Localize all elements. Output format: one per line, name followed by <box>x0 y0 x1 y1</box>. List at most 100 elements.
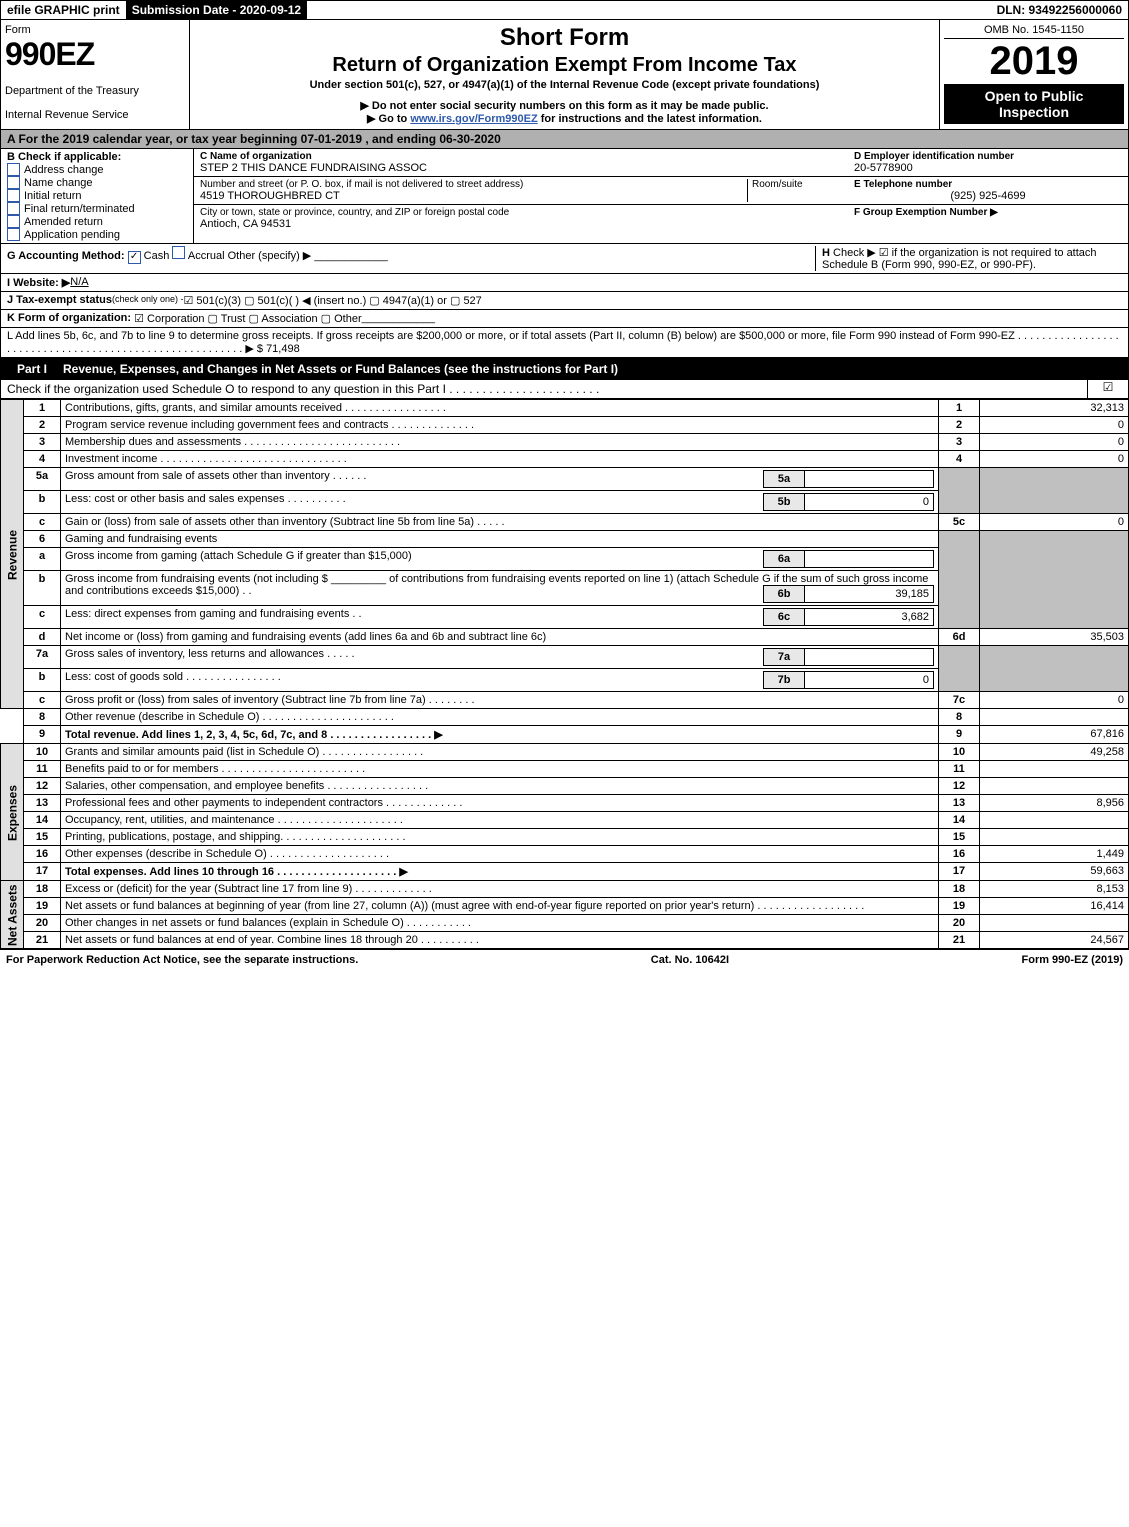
schedule-o-check-row: Check if the organization used Schedule … <box>0 380 1129 399</box>
open-inspection: Open to Public Inspection <box>944 84 1124 124</box>
street: 4519 THOROUGHBRED CT <box>200 190 747 202</box>
j-options: ☑ 501(c)(3) ▢ 501(c)( ) ◀ (insert no.) ▢… <box>183 294 481 307</box>
line-7c: cGross profit or (loss) from sales of in… <box>1 692 1129 709</box>
line-5a: 5a Gross amount from sale of assets othe… <box>1 468 1129 491</box>
h-text: Check ▶ ☑ if the organization is not req… <box>822 247 1097 271</box>
return-title: Return of Organization Exempt From Incom… <box>194 54 935 77</box>
line-15: 15Printing, publications, postage, and s… <box>1 829 1129 846</box>
org-name-label: C Name of organization <box>200 151 842 162</box>
line-14: 14Occupancy, rent, utilities, and mainte… <box>1 812 1129 829</box>
cb-application-pending[interactable]: Application pending <box>7 228 187 241</box>
goto-post: for instructions and the latest informat… <box>541 113 762 125</box>
row-i: I Website: ▶ N/A <box>0 274 1129 292</box>
cb-initial-return[interactable]: Initial return <box>7 189 187 202</box>
group-exemption-label: F Group Exemption Number ▶ <box>854 207 1122 218</box>
line-2: 2Program service revenue including gover… <box>1 417 1129 434</box>
line-13: 13Professional fees and other payments t… <box>1 795 1129 812</box>
line-3: 3Membership dues and assessments . . . .… <box>1 434 1129 451</box>
top-bar: efile GRAPHIC print Submission Date - 20… <box>0 0 1129 20</box>
line-20: 20Other changes in net assets or fund ba… <box>1 915 1129 932</box>
goto-link[interactable]: www.irs.gov/Form990EZ <box>410 113 537 125</box>
cb-cash[interactable] <box>128 251 141 264</box>
header-left: Form 990EZ Department of the Treasury In… <box>1 20 190 129</box>
ein: 20-5778900 <box>854 162 1122 174</box>
cb-amended-return[interactable]: Amended return <box>7 215 187 228</box>
row-l: L Add lines 5b, 6c, and 7b to line 9 to … <box>0 328 1129 358</box>
line-10: Expenses 10Grants and similar amounts pa… <box>1 744 1129 761</box>
irs-label: Internal Revenue Service <box>5 109 185 121</box>
line-5c: cGain or (loss) from sale of assets othe… <box>1 514 1129 531</box>
ein-label: D Employer identification number <box>854 151 1122 162</box>
schedule-o-text: Check if the organization used Schedule … <box>1 380 1087 398</box>
form-number: 990EZ <box>5 36 185 73</box>
j-label: J Tax-exempt status <box>7 294 112 307</box>
org-name: STEP 2 THIS DANCE FUNDRAISING ASSOC <box>200 162 842 174</box>
line-17: 17Total expenses. Add lines 10 through 1… <box>1 863 1129 881</box>
cb-name-change[interactable]: Name change <box>7 176 187 189</box>
department-label: Department of the Treasury <box>5 85 185 97</box>
line-21: 21Net assets or fund balances at end of … <box>1 932 1129 949</box>
line-1: Revenue 1 Contributions, gifts, grants, … <box>1 400 1129 417</box>
footer-mid: Cat. No. 10642I <box>651 954 729 966</box>
header-mid: Short Form Return of Organization Exempt… <box>190 20 939 129</box>
box-f: F Group Exemption Number ▶ <box>848 205 1128 220</box>
efile-label[interactable]: efile GRAPHIC print <box>1 1 126 19</box>
ssn-warning: ▶ Do not enter social security numbers o… <box>194 99 935 112</box>
k-label: K Form of organization: <box>7 312 131 325</box>
footer-left: For Paperwork Reduction Act Notice, see … <box>6 954 358 966</box>
line-8: 8Other revenue (describe in Schedule O) … <box>1 709 1129 726</box>
cb-accrual[interactable] <box>172 246 185 259</box>
street-label: Number and street (or P. O. box, if mail… <box>200 179 747 190</box>
header-right: OMB No. 1545-1150 2019 Open to Public In… <box>939 20 1128 129</box>
part-i-header: Part I Revenue, Expenses, and Changes in… <box>0 358 1129 380</box>
part-i-label: Part I <box>9 362 55 376</box>
dln: DLN: 93492256000060 <box>991 1 1128 19</box>
revenue-vert-label: Revenue <box>1 400 24 709</box>
identity-section: B Check if applicable: Address change Na… <box>0 149 1129 244</box>
short-form-title: Short Form <box>194 24 935 52</box>
org-name-box: C Name of organization STEP 2 THIS DANCE… <box>194 149 848 177</box>
phone-label: E Telephone number <box>854 179 1122 190</box>
goto-pre: ▶ Go to <box>367 113 410 125</box>
line-4: 4Investment income . . . . . . . . . . .… <box>1 451 1129 468</box>
subtitle: Under section 501(c), 527, or 4947(a)(1)… <box>194 79 935 91</box>
box-b-label: B Check if applicable: <box>7 151 187 163</box>
goto-line: ▶ Go to www.irs.gov/Form990EZ for instru… <box>194 112 935 125</box>
h-label: H <box>822 247 830 259</box>
cb-address-change[interactable]: Address change <box>7 163 187 176</box>
part-i-title: Revenue, Expenses, and Changes in Net As… <box>63 362 618 376</box>
footer-right: Form 990-EZ (2019) <box>1022 954 1123 966</box>
lines-table: Revenue 1 Contributions, gifts, grants, … <box>0 399 1129 949</box>
schedule-o-checkbox[interactable]: ☑ <box>1087 380 1128 398</box>
website-value: N/A <box>70 276 88 289</box>
row-j: J Tax-exempt status (check only one) - ☑… <box>0 292 1129 310</box>
line-18: Net Assets 18Excess or (deficit) for the… <box>1 881 1129 898</box>
omb-number: OMB No. 1545-1150 <box>944 24 1124 39</box>
line-11: 11Benefits paid to or for members . . . … <box>1 761 1129 778</box>
box-e: E Telephone number (925) 925-4699 <box>848 177 1128 205</box>
line-16: 16Other expenses (describe in Schedule O… <box>1 846 1129 863</box>
line-6: 6Gaming and fundraising events <box>1 531 1129 548</box>
line-9: 9Total revenue. Add lines 1, 2, 3, 4, 5c… <box>1 726 1129 744</box>
box-def: D Employer identification number 20-5778… <box>848 149 1128 243</box>
line-12: 12Salaries, other compensation, and empl… <box>1 778 1129 795</box>
line-6d: dNet income or (loss) from gaming and fu… <box>1 629 1129 646</box>
g-label: G Accounting Method: <box>7 250 125 262</box>
form-word: Form <box>5 24 185 36</box>
city-box: City or town, state or province, country… <box>194 205 848 232</box>
website-label: I Website: ▶ <box>7 276 70 289</box>
box-b: B Check if applicable: Address change Na… <box>1 149 194 243</box>
net-assets-vert-label: Net Assets <box>1 881 24 949</box>
room-label: Room/suite <box>747 179 842 202</box>
city-label: City or town, state or province, country… <box>200 207 842 218</box>
submission-date: Submission Date - 2020-09-12 <box>126 1 307 19</box>
street-box: Number and street (or P. O. box, if mail… <box>194 177 848 205</box>
row-gh: G Accounting Method: Cash Accrual Other … <box>0 244 1129 274</box>
line-7a: 7a Gross sales of inventory, less return… <box>1 646 1129 669</box>
city: Antioch, CA 94531 <box>200 218 842 230</box>
line-19: 19Net assets or fund balances at beginni… <box>1 898 1129 915</box>
k-options: ☑ Corporation ▢ Trust ▢ Association ▢ Ot… <box>134 312 362 325</box>
page-footer: For Paperwork Reduction Act Notice, see … <box>0 949 1129 970</box>
j-note: (check only one) - <box>112 294 184 307</box>
cb-final-return[interactable]: Final return/terminated <box>7 202 187 215</box>
